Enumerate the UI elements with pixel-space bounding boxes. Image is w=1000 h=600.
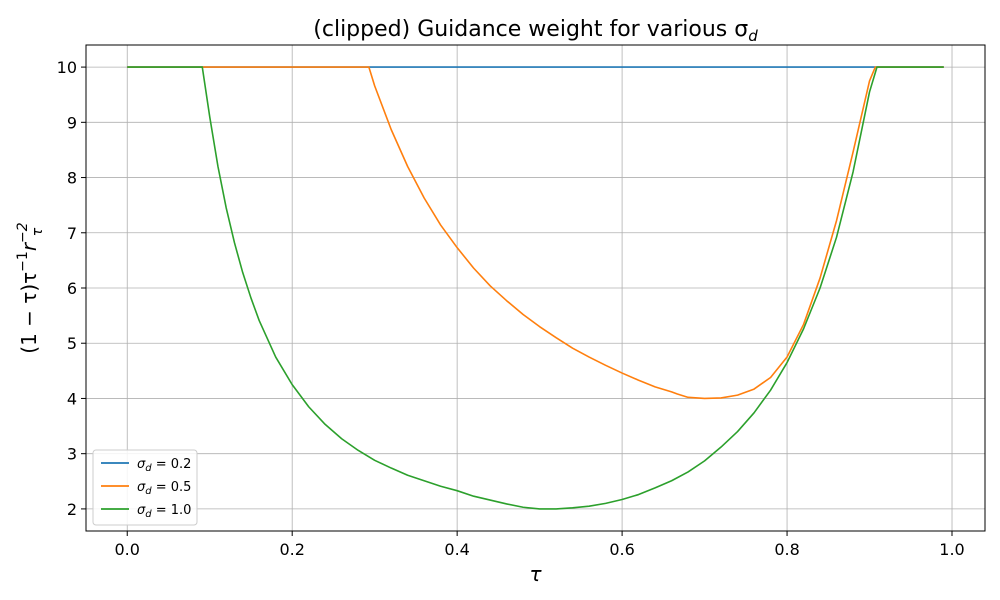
y-tick-label: 8 bbox=[67, 169, 77, 188]
y-tick-label: 5 bbox=[67, 334, 77, 353]
legend-label: σd = 0.5 bbox=[137, 480, 191, 497]
y-tick-label: 4 bbox=[67, 389, 77, 408]
y-tick-label: 7 bbox=[67, 224, 77, 243]
y-tick-label: 10 bbox=[57, 58, 77, 77]
y-tick-label: 6 bbox=[67, 279, 77, 298]
x-tick-label: 0.2 bbox=[279, 540, 304, 559]
chart-title: (clipped) Guidance weight for various σd bbox=[313, 17, 758, 45]
legend-box bbox=[92, 449, 198, 526]
x-ticks: 0.0 0.2 0.4 0.6 0.8 1.0 bbox=[115, 531, 965, 559]
x-tick-label: 0.0 bbox=[115, 540, 140, 559]
y-ticks: 2 3 4 5 6 7 8 9 10 bbox=[57, 58, 86, 519]
series-group bbox=[127, 66, 944, 510]
x-tick-label: 1.0 bbox=[939, 540, 964, 559]
x-tick-label: 0.6 bbox=[609, 540, 634, 559]
legend-label: σd = 1.0 bbox=[137, 503, 191, 520]
series-line-1 bbox=[127, 66, 944, 400]
series-line-2 bbox=[127, 66, 944, 510]
x-tick-label: 0.4 bbox=[444, 540, 469, 559]
y-tick-label: 9 bbox=[67, 113, 77, 132]
legend-label: σd = 0.2 bbox=[137, 457, 191, 474]
y-tick-label: 3 bbox=[67, 445, 77, 464]
x-axis-label: τ bbox=[529, 562, 542, 586]
x-tick-label: 0.8 bbox=[774, 540, 799, 559]
y-tick-label: 2 bbox=[67, 500, 77, 519]
legend: σd = 0.2 σd = 0.5 σd = 1.0 bbox=[92, 449, 198, 526]
y-axis-label: (1 − τ)τ−1r−2τ bbox=[15, 222, 46, 353]
grid bbox=[86, 45, 985, 531]
